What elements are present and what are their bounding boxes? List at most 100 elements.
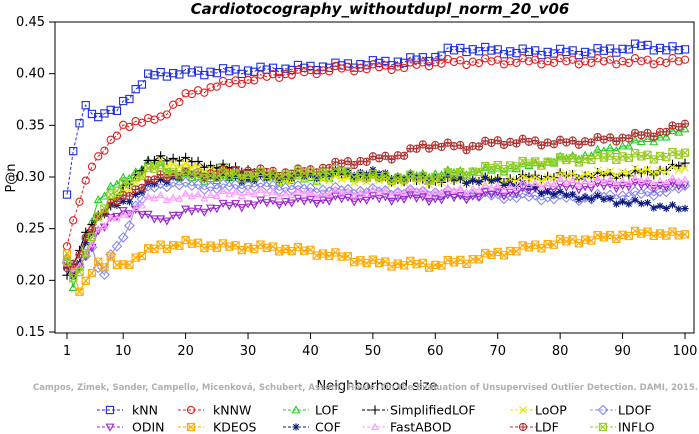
data-point <box>431 187 440 195</box>
data-point <box>412 144 421 153</box>
data-point <box>231 65 240 74</box>
data-point <box>586 151 596 160</box>
data-point <box>119 197 127 205</box>
data-point <box>649 132 658 141</box>
y-tick-label: 0.45 <box>16 15 45 30</box>
data-point <box>237 191 246 200</box>
data-point <box>674 127 684 136</box>
data-point <box>350 67 359 76</box>
data-point <box>668 173 677 182</box>
data-point <box>62 242 72 251</box>
data-point <box>624 183 634 192</box>
data-point <box>550 191 558 199</box>
data-point <box>150 193 159 202</box>
data-point <box>587 58 596 67</box>
x-axis: 1 10 20 30 40 50 60 70 80 90 100 <box>63 332 697 359</box>
data-point <box>243 75 253 85</box>
data-point <box>337 175 346 184</box>
data-point <box>568 46 577 55</box>
data-point <box>474 193 484 202</box>
data-point <box>662 127 671 136</box>
data-point <box>462 47 471 57</box>
data-point <box>99 223 109 232</box>
data-point <box>486 190 497 199</box>
data-point <box>611 185 621 194</box>
data-point <box>181 152 191 162</box>
data-point <box>144 113 153 123</box>
data-point <box>506 182 515 190</box>
data-point <box>668 201 677 209</box>
data-point <box>324 197 334 206</box>
data-point <box>193 205 203 214</box>
data-point <box>499 50 509 59</box>
data-point <box>286 184 298 196</box>
data-point <box>506 57 515 66</box>
data-point <box>674 46 683 55</box>
data-point <box>287 199 297 208</box>
data-point <box>362 196 372 205</box>
data-point <box>524 172 534 182</box>
data-point <box>305 195 315 204</box>
data-point <box>405 191 415 200</box>
data-point <box>649 169 658 178</box>
data-point <box>637 176 646 185</box>
data-point <box>549 58 559 67</box>
data-point <box>667 125 678 135</box>
data-point <box>511 192 522 204</box>
data-point <box>518 169 528 180</box>
data-point <box>180 176 191 188</box>
data-point <box>599 176 608 185</box>
data-point <box>169 193 178 201</box>
data-point <box>542 191 554 203</box>
data-point <box>662 204 670 213</box>
data-point <box>605 143 615 152</box>
data-point <box>137 118 147 127</box>
data-point <box>306 167 315 176</box>
data-point <box>599 46 608 55</box>
data-point <box>343 62 353 71</box>
legend-marker <box>598 422 608 432</box>
data-point <box>137 80 147 89</box>
data-point <box>579 192 591 204</box>
data-point <box>661 132 671 141</box>
data-point <box>337 188 346 196</box>
data-point <box>662 58 671 67</box>
data-point <box>393 62 402 71</box>
data-point <box>281 64 290 73</box>
legend-label: LDF <box>535 420 559 434</box>
data-point <box>131 117 140 126</box>
x-tick-label: 10 <box>115 344 132 359</box>
data-point <box>168 153 178 163</box>
data-point <box>300 189 309 197</box>
data-point <box>124 210 134 219</box>
data-point <box>456 56 465 65</box>
data-point <box>388 174 396 183</box>
data-point <box>543 179 552 187</box>
data-point <box>137 183 147 192</box>
x-tick-label: 30 <box>240 344 257 359</box>
data-point <box>281 189 290 197</box>
legend-label: ODIN <box>132 420 165 434</box>
y-tick-label: 0.20 <box>16 273 45 288</box>
data-point <box>112 212 122 221</box>
data-point <box>461 196 472 205</box>
data-point <box>142 180 154 192</box>
data-point <box>87 162 97 171</box>
data-point <box>562 191 570 199</box>
data-point <box>87 268 97 278</box>
data-point <box>337 195 347 204</box>
data-point <box>574 173 583 182</box>
data-point <box>568 136 577 145</box>
data-point <box>412 187 421 195</box>
data-point <box>480 188 490 197</box>
data-point <box>362 65 371 74</box>
data-point <box>219 170 227 178</box>
data-point <box>680 148 690 157</box>
data-point <box>643 175 652 183</box>
y-axis: 0.15 0.20 0.25 0.30 0.35 0.40 0.45 <box>16 15 56 340</box>
data-point <box>587 178 596 186</box>
data-point <box>680 158 690 168</box>
data-point <box>499 192 509 201</box>
data-point <box>468 166 478 175</box>
data-point <box>462 179 471 187</box>
